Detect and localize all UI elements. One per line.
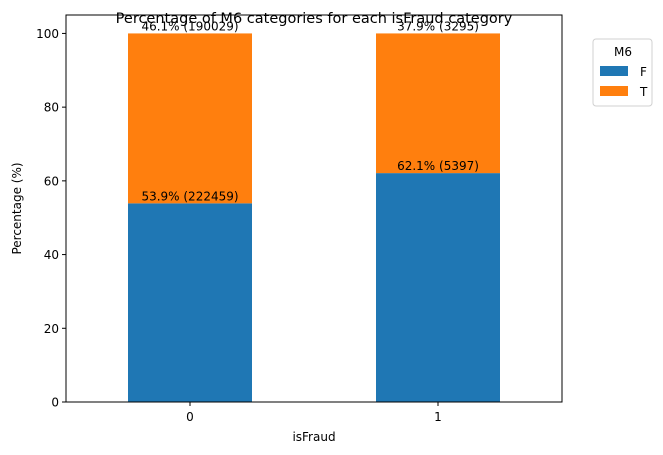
plot-frame [65,14,563,403]
y-axis: 0 20 40 60 80 100 [36,27,66,410]
legend-swatch-T [600,86,628,96]
x-axis-label: isFraud [292,430,335,444]
legend: M6 FT [592,38,653,107]
x-tick-label: 0 [186,410,194,424]
bar-T-1 [376,33,500,174]
y-tick-label: 40 [44,248,59,262]
data-label-T-0: 46.1% (190029) [141,19,238,33]
x-tick-label: 1 [434,410,442,424]
data-label-F-1: 62.1% (5397) [397,159,479,173]
y-tick-label: 0 [51,396,59,410]
y-tick-label: 100 [36,27,59,41]
y-tick-label: 20 [44,322,59,336]
data-label-T-1: 37.9% (3295) [397,19,479,33]
legend-swatch-F [600,66,628,76]
y-tick-label: 80 [44,101,59,115]
bars-group [128,33,500,402]
bar-F-0 [128,203,252,402]
legend-title: M6 [614,45,632,59]
data-labels-group: 53.9% (222459) 46.1% (190029) 62.1% (5397)… [141,19,478,203]
y-tick-label: 60 [44,174,59,188]
bar-F-1 [376,173,500,402]
y-axis-label: Percentage (%) [10,162,24,254]
legend-label-T: T [639,85,648,99]
legend-label-F: F [640,65,647,79]
bar-T-0 [128,33,252,204]
data-label-F-0: 53.9% (222459) [141,189,238,203]
